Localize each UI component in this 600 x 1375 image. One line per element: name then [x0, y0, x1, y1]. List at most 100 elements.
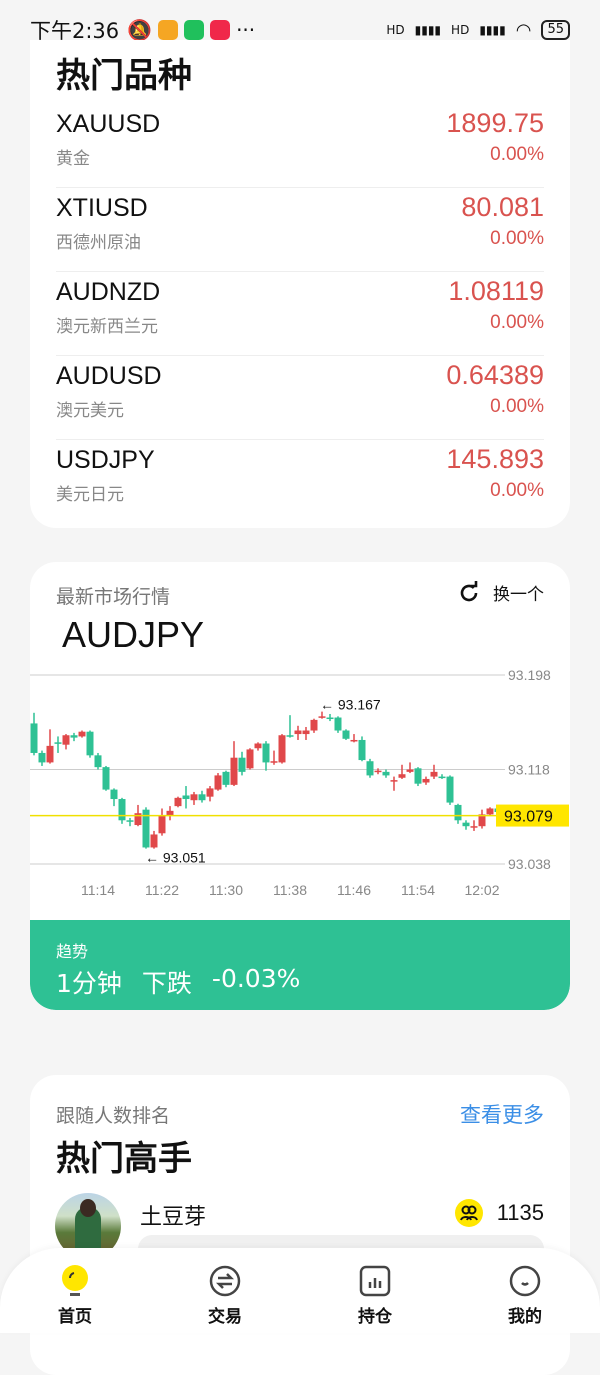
instrument-symbol: XAUUSD: [56, 110, 161, 138]
follower-count-value: 1135: [496, 1200, 544, 1225]
instrument-name: 黄金: [56, 149, 90, 169]
instrument-change: 0.00%: [490, 144, 544, 165]
candle-body: [46, 745, 54, 763]
instrument-change: 0.00%: [490, 396, 544, 417]
candle-body: [142, 809, 150, 848]
candle-body: [262, 743, 270, 763]
instrument-row[interactable]: AUDUSD 澳元美元 0.64389 0.00%: [56, 356, 544, 440]
low-label: ← 93.051: [145, 850, 206, 866]
x-tick-label: 11:30: [209, 882, 243, 898]
candle-body: [206, 788, 214, 797]
followers-icon: [454, 1199, 483, 1227]
candle-body: [190, 794, 198, 801]
signal-icon: HD: [386, 23, 405, 37]
instrument-price: 145.893: [446, 444, 544, 474]
trend-direction: 下跌: [141, 969, 192, 998]
bulb-icon: [62, 1265, 88, 1296]
instrument-symbol: AUDUSD: [56, 362, 162, 390]
shop-notification-icon: [210, 20, 231, 40]
view-more-link[interactable]: 查看更多: [460, 1103, 544, 1127]
hot-instruments-card: 热门品种 XAUUSD 黄金 1899.75 0.00% XTIUSD 西德州原油 80.0…: [30, 40, 570, 528]
nav-home[interactable]: 首页: [0, 1248, 150, 1333]
app-notification-icon: [158, 20, 179, 40]
candle-body: [54, 742, 62, 744]
market-pair: AUDJPY: [62, 614, 205, 655]
candle-body: [30, 723, 38, 753]
candle-body: [470, 826, 478, 828]
candle-body: [222, 771, 230, 785]
trend-label: 趋势: [56, 942, 89, 961]
instrument-change: 0.00%: [490, 228, 544, 249]
candle-body: [302, 730, 310, 735]
candle-body: [294, 730, 302, 735]
candle-body: [430, 771, 438, 777]
candle-body: [310, 719, 318, 731]
y-tick-label: 93.038: [508, 856, 551, 872]
candle-body: [230, 757, 238, 785]
candle-body: [126, 820, 134, 822]
candle-body: [102, 767, 110, 790]
candle-body: [406, 769, 414, 772]
traders-title: 热门高手: [56, 1139, 192, 1179]
y-tick-label: 93.198: [508, 667, 551, 683]
instrument-row[interactable]: XAUUSD 黄金 1899.75 0.00%: [56, 104, 544, 188]
candle-body: [166, 810, 174, 816]
candle-body: [374, 770, 382, 773]
candle-body: [350, 739, 358, 742]
candle-body: [134, 813, 142, 826]
candle-body: [278, 735, 286, 763]
x-tick-label: 11:38: [273, 882, 307, 898]
nav-trade[interactable]: 交易: [150, 1248, 300, 1333]
swap-label: 换一个: [493, 585, 544, 605]
candle-body: [454, 804, 462, 821]
candle-body: [70, 735, 78, 738]
nav-me[interactable]: 我的: [450, 1248, 600, 1333]
candle-body: [358, 739, 366, 761]
candle-body: [414, 768, 422, 784]
candle-body: [198, 794, 206, 801]
x-tick-label: 11:46: [337, 882, 371, 898]
candle-body: [110, 789, 118, 800]
candle-body: [254, 743, 262, 749]
instrument-price: 1.08119: [448, 276, 544, 306]
candle-body: [326, 717, 334, 720]
instrument-row[interactable]: USDJPY 美元日元 145.893 0.00%: [56, 440, 544, 524]
high-label: ← 93.167: [320, 697, 381, 713]
nav-label: 交易: [208, 1307, 242, 1327]
nav-label: 持仓: [358, 1307, 392, 1327]
face-icon: [509, 1265, 541, 1297]
swap-icon: [209, 1265, 241, 1297]
x-tick-label: 11:22: [145, 882, 179, 898]
instrument-row[interactable]: AUDNZD 澳元新西兰元 1.08119 0.00%: [56, 272, 544, 356]
trader-name[interactable]: 土豆芽: [140, 1205, 207, 1230]
candle-body: [118, 799, 126, 821]
nav-positions[interactable]: 持仓: [300, 1248, 450, 1333]
phone-notification-icon: [184, 20, 205, 40]
candle-body: [486, 808, 494, 815]
candle-body: [286, 735, 294, 737]
instrument-name: 澳元美元: [56, 401, 124, 421]
candle-body: [398, 774, 406, 778]
swap-button[interactable]: 换一个: [457, 580, 544, 605]
current-price-tag: [496, 804, 569, 827]
candle-body: [182, 795, 190, 800]
candle-body: [334, 717, 342, 731]
y-tick-label: 93.118: [508, 762, 550, 778]
candle-body: [382, 771, 390, 776]
candlestick-chart[interactable]: 93.198 93.118 93.038 93.079 ← 93.167 ← 93.051…: [30, 665, 570, 905]
market-subtitle: 最新市场行情: [56, 586, 171, 608]
candle-body: [94, 755, 102, 768]
trend-banner: 趋势 1分钟 下跌 -0.03%: [30, 920, 570, 1010]
instrument-symbol: AUDNZD: [56, 278, 161, 306]
wifi-icon: ◠: [515, 19, 532, 41]
signal-icon-2: HD: [451, 23, 470, 37]
status-bar: 下午2:36 🔕 ··· HD ▮▮▮▮ HD ▮▮▮▮ ◠ 55: [0, 0, 600, 60]
candle-body: [478, 814, 486, 827]
instrument-row[interactable]: XTIUSD 西德州原油 80.081 0.00%: [56, 188, 544, 272]
trend-change: -0.03%: [211, 964, 301, 993]
section-title: 热门品种: [56, 56, 192, 96]
candle-body: [366, 761, 374, 776]
candle-body: [342, 730, 350, 739]
instrument-symbol: USDJPY: [56, 446, 155, 474]
more-dots-icon: ···: [236, 18, 256, 42]
